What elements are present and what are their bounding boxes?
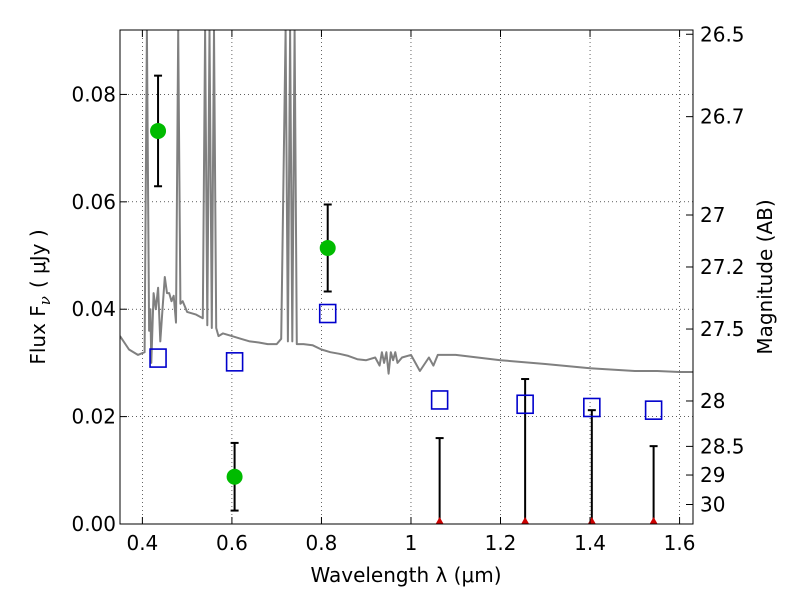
y2-axis-label: Magnitude (AB) [753, 199, 777, 354]
detection-point [150, 122, 167, 139]
detection-point [319, 240, 336, 257]
y-axis-label-text: Flux F [26, 305, 50, 364]
upper-limit-point [521, 517, 530, 524]
model-flux-point [430, 390, 449, 410]
y-tick-label: 0.08 [71, 82, 116, 106]
x-axis-ticks: 0.4 0.6 0.8 1 1.2 1.4 1.6 [126, 30, 695, 555]
x-tick-label: 1 [405, 531, 418, 555]
detection-point [226, 468, 243, 485]
model-flux-point [149, 348, 167, 368]
model-spectrum [120, 30, 693, 375]
y2-tick-label: 26.7 [700, 105, 745, 129]
y2-tick-label: 30 [700, 493, 725, 517]
x-tick-label: 0.4 [126, 531, 158, 555]
model-flux-point [516, 394, 534, 415]
spectrum-line [120, 30, 693, 375]
y2-tick-label: 27 [700, 203, 725, 227]
y2-axis-ticks: 26.5 26.7 27 27.2 27.5 28 28.5 29 30 [686, 22, 745, 517]
y-tick-label: 0.06 [71, 190, 116, 214]
y-tick-label: 0.04 [71, 297, 116, 321]
y2-tick-label: 28 [700, 389, 725, 413]
y-axis-ticks: 0.00 0.02 0.04 0.06 0.08 [71, 82, 127, 536]
x-tick-label: 0.8 [306, 531, 338, 555]
upper-limit-point [587, 517, 596, 524]
y-axis-label-unit: ( μJy ) [26, 229, 50, 288]
svg-text:Flux Fν( μJy ): Flux Fν ( μJy ) [26, 229, 54, 364]
y-tick-label: 0.02 [71, 405, 116, 429]
y2-tick-label: 29 [700, 463, 725, 487]
x-axis-label: Wavelength λ (μm) [310, 563, 501, 587]
y2-tick-label: 28.5 [700, 434, 745, 458]
plot-frame [119, 29, 694, 525]
x-tick-label: 0.6 [216, 531, 248, 555]
x-tick-label: 1.4 [574, 531, 606, 555]
error-bars [154, 74, 658, 524]
y2-tick-label: 27.5 [700, 317, 745, 341]
model-flux-point [318, 303, 337, 324]
data-markers [149, 122, 663, 524]
x-tick-label: 1.6 [664, 531, 696, 555]
x-tick-label: 1.2 [485, 531, 517, 555]
model-flux-point [644, 400, 663, 420]
y-axis-label-sub: ν [36, 296, 54, 305]
y2-tick-label: 27.2 [700, 255, 745, 279]
model-flux-point [583, 397, 601, 418]
upper-limit-point [435, 517, 444, 524]
y2-tick-label: 26.5 [700, 22, 745, 46]
y-tick-label: 0.00 [71, 512, 116, 536]
model-flux-point [225, 352, 244, 372]
y-axis-label: Flux Fν ( μJy ) [26, 229, 54, 364]
upper-limit-point [649, 517, 658, 524]
